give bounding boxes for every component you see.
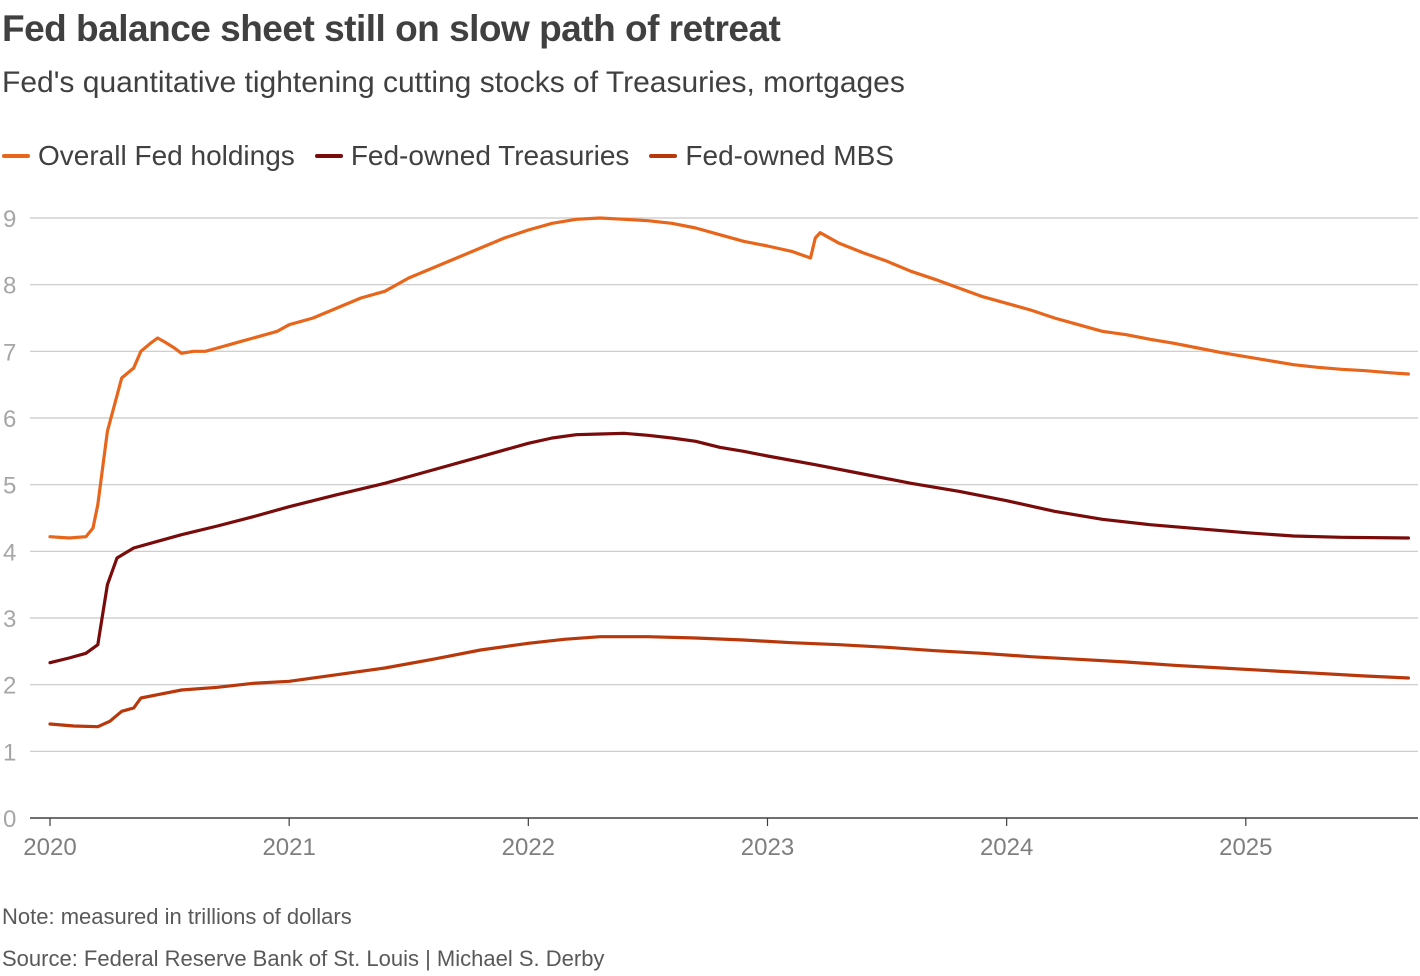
series-line-fed-owned-mbs	[48, 635, 1410, 729]
chart-legend: Overall Fed holdings Fed-owned Treasurie…	[2, 140, 914, 172]
y-tick-label-6: 6	[3, 406, 16, 433]
x-tick-label-2023: 2023	[741, 834, 794, 861]
legend-swatch-mbs	[649, 154, 678, 158]
y-tick-label-1: 1	[3, 739, 16, 766]
footnote: Note: measured in trillions of dollars	[2, 904, 352, 929]
legend-item-treasuries: Fed-owned Treasuries	[314, 140, 630, 172]
y-tick-label-4: 4	[3, 539, 16, 566]
x-tick-label-2021: 2021	[262, 834, 315, 861]
y-tick-label-2: 2	[3, 673, 16, 700]
series-line-overall-fed-holdings	[48, 216, 1410, 540]
legend-item-mbs: Fed-owned MBS	[649, 140, 894, 172]
legend-label-treasuries: Fed-owned Treasuries	[350, 140, 630, 171]
chart-title: Fed balance sheet still on slow path of …	[2, 8, 781, 49]
y-tick-label-0: 0	[3, 806, 16, 833]
source-credit: Source: Federal Reserve Bank of St. Loui…	[2, 946, 605, 971]
series-line-fed-owned-treasuries	[48, 431, 1410, 665]
y-tick-label-3: 3	[3, 606, 16, 633]
x-tick-label-2024: 2024	[980, 834, 1033, 861]
y-tick-label-7: 7	[3, 339, 16, 366]
line-chart: 0 1 2 3 4 5 6 7 8 9 2020 2021 2022 2023 2024 2025	[3, 206, 1418, 861]
x-tick-label-2025: 2025	[1219, 834, 1272, 861]
legend-label-overall: Overall Fed holdings	[38, 140, 295, 171]
y-tick-label-5: 5	[3, 473, 16, 500]
legend-swatch-treasuries	[314, 154, 343, 158]
x-tick-label-2022: 2022	[502, 834, 555, 861]
legend-swatch-overall	[2, 154, 30, 158]
legend-item-overall: Overall Fed holdings	[2, 140, 295, 172]
y-tick-label-9: 9	[3, 206, 16, 233]
x-tick-label-2020: 2020	[23, 834, 76, 861]
y-tick-label-8: 8	[3, 273, 16, 300]
chart-subtitle: Fed's quantitative tightening cutting st…	[2, 66, 905, 99]
legend-label-mbs: Fed-owned MBS	[685, 140, 894, 171]
